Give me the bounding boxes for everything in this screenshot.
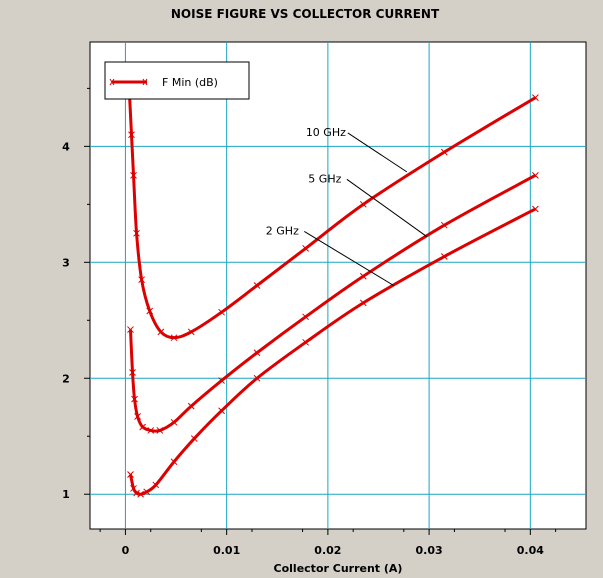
data-point-marker	[146, 307, 154, 315]
annotation-label: 5 GHz	[308, 172, 341, 185]
chart-title: NOISE FIGURE VS COLLECTOR CURRENT	[171, 7, 440, 21]
data-point-marker	[359, 272, 367, 280]
x-tick-label: 0.01	[213, 544, 240, 557]
data-point-marker	[440, 148, 448, 156]
data-point-marker	[187, 328, 195, 336]
data-point-marker	[218, 377, 225, 384]
data-point-marker	[131, 395, 138, 403]
data-point-marker	[302, 245, 309, 252]
data-point-marker	[253, 374, 261, 382]
data-point-marker	[157, 328, 165, 336]
data-point-marker	[218, 308, 225, 316]
data-point-marker	[218, 407, 225, 415]
legend-marker	[109, 78, 148, 86]
data-point-marker	[133, 229, 140, 237]
y-tick-label: 3	[62, 256, 70, 269]
x-axis-label: Collector Current (A)	[274, 562, 403, 575]
data-point-marker	[302, 313, 309, 321]
data-point-marker	[127, 326, 134, 333]
grid-lines	[90, 42, 586, 529]
x-tick-label: 0	[122, 544, 130, 557]
legend-label: F Min (dB)	[162, 76, 218, 89]
data-point-marker	[302, 338, 309, 346]
data-point-marker	[187, 402, 195, 410]
annotation-label: 2 GHz	[266, 224, 299, 237]
x-tick-label: 0.03	[416, 544, 443, 557]
data-point-marker	[143, 488, 151, 496]
axis-ticks: 0 0.01 0.02 0.03 0.04 1 2 3 4	[62, 87, 557, 557]
data-point-marker	[440, 253, 448, 260]
data-point-marker	[170, 418, 178, 426]
data-point-marker	[359, 299, 367, 307]
data-point-marker	[138, 276, 145, 284]
x-tick-label: 0.02	[314, 544, 341, 557]
data-point-marker	[128, 131, 135, 139]
data-point-marker	[440, 221, 448, 229]
data-point-marker	[156, 427, 164, 434]
x-tick-label: 0.04	[517, 544, 544, 557]
annotation-pointer	[347, 132, 408, 173]
data-point-marker	[170, 458, 178, 466]
data-point-marker	[532, 171, 539, 179]
data-point-marker	[137, 490, 144, 498]
data-point-marker	[190, 435, 198, 442]
legend: F Min (dB)	[104, 61, 250, 100]
data-point-marker	[129, 369, 136, 376]
data-point-marker	[253, 349, 261, 357]
data-point-marker	[532, 94, 539, 102]
data-point-marker	[133, 489, 140, 497]
series-layer	[126, 90, 539, 498]
annotation-layer: 10 GHz 5 GHz 2 GHz	[266, 126, 428, 286]
data-point-marker	[127, 471, 134, 478]
data-point-marker	[139, 423, 146, 431]
data-point-marker	[253, 282, 261, 289]
data-point-marker	[170, 334, 178, 342]
data-point-marker	[532, 205, 539, 213]
plot-area	[89, 41, 587, 530]
data-point-marker	[147, 427, 155, 434]
data-point-marker	[134, 413, 141, 420]
annotation-pointer	[346, 178, 428, 238]
annotation-label: 10 GHz	[306, 126, 346, 139]
y-tick-label: 4	[62, 140, 70, 153]
y-tick-label: 1	[62, 488, 70, 501]
annotation-pointer	[304, 231, 394, 286]
data-point-marker	[130, 485, 137, 492]
y-tick-label: 2	[62, 372, 70, 385]
data-point-marker	[152, 481, 160, 489]
data-point-marker	[359, 200, 367, 208]
data-point-marker	[130, 171, 137, 179]
